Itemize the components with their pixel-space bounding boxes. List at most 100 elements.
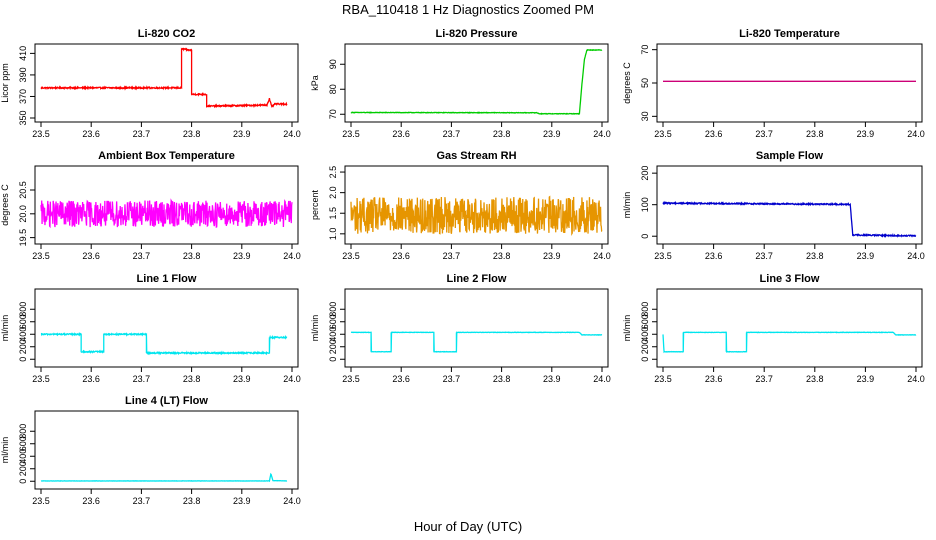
x-tick-label: 23.7 bbox=[755, 251, 773, 261]
x-tick-label: 23.6 bbox=[82, 496, 100, 506]
x-tick-label: 23.6 bbox=[82, 129, 100, 139]
series-line bbox=[40, 198, 293, 229]
x-tick-label: 23.8 bbox=[493, 374, 511, 384]
y-tick-label: 1.0 bbox=[328, 228, 338, 241]
x-tick-label: 23.5 bbox=[342, 251, 360, 261]
plot-frame bbox=[344, 165, 609, 245]
y-tick-label: 90 bbox=[328, 59, 338, 69]
x-tick-label: 23.8 bbox=[806, 129, 824, 139]
x-tick-label: 24.0 bbox=[593, 129, 611, 139]
panel-7: Line 1 Flow ml/min 23.5 23.6 23.7 23.8 23.9 24.… bbox=[0, 273, 301, 384]
plot-frame bbox=[344, 288, 609, 368]
x-tick-label: 23.7 bbox=[755, 129, 773, 139]
series-line bbox=[662, 331, 917, 354]
y-tick-label: 2.5 bbox=[328, 166, 338, 179]
y-tick-label: 30 bbox=[640, 111, 650, 121]
x-tick-label: 23.5 bbox=[32, 374, 50, 384]
y-tick-label: 600 bbox=[328, 314, 338, 329]
x-tick-label: 23.7 bbox=[755, 374, 773, 384]
x-tick-label: 23.6 bbox=[705, 251, 723, 261]
x-tick-label: 24.0 bbox=[283, 251, 301, 261]
x-tick-label: 24.0 bbox=[907, 251, 925, 261]
y-tick-label: 400 bbox=[640, 327, 650, 342]
x-tick-label: 23.5 bbox=[654, 251, 672, 261]
y-axis-label: degrees C bbox=[0, 184, 10, 226]
x-tick-label: 23.9 bbox=[233, 129, 251, 139]
x-tick-label: 23.9 bbox=[857, 374, 875, 384]
series-line bbox=[350, 331, 603, 353]
x-tick-label: 23.5 bbox=[342, 374, 360, 384]
y-tick-label: 0 bbox=[328, 357, 338, 362]
x-tick-label: 23.7 bbox=[443, 251, 461, 261]
x-tick-label: 23.8 bbox=[806, 374, 824, 384]
plot-frame bbox=[656, 165, 923, 245]
x-tick-label: 23.7 bbox=[133, 374, 151, 384]
panel-title: Li-820 Temperature bbox=[739, 28, 840, 40]
x-tick-label: 23.8 bbox=[183, 374, 201, 384]
y-tick-label: 0 bbox=[640, 234, 650, 239]
x-tick-label: 23.8 bbox=[806, 251, 824, 261]
panel-title: Sample Flow bbox=[756, 150, 824, 162]
y-tick-label: 80 bbox=[328, 84, 338, 94]
x-tick-label: 23.5 bbox=[32, 129, 50, 139]
x-tick-label: 24.0 bbox=[907, 374, 925, 384]
x-tick-label: 23.9 bbox=[543, 374, 561, 384]
series-line bbox=[350, 195, 603, 237]
x-tick-label: 24.0 bbox=[283, 129, 301, 139]
x-tick-label: 23.6 bbox=[705, 129, 723, 139]
x-tick-label: 23.7 bbox=[133, 496, 151, 506]
x-tick-label: 23.5 bbox=[32, 496, 50, 506]
y-tick-label: 800 bbox=[640, 302, 650, 317]
plot-frame bbox=[34, 43, 299, 123]
y-tick-label: 200 bbox=[328, 339, 338, 354]
x-tick-label: 23.8 bbox=[493, 251, 511, 261]
y-axis-label: ml/min bbox=[622, 315, 632, 342]
panel-8: Line 2 Flow ml/min 23.5 23.6 23.7 23.8 23.9 24.… bbox=[310, 273, 611, 384]
x-tick-label: 23.5 bbox=[654, 129, 672, 139]
y-tick-label: 800 bbox=[328, 302, 338, 317]
plot-frame bbox=[656, 43, 923, 123]
panel-title: Li-820 CO2 bbox=[138, 28, 195, 40]
x-tick-label: 23.5 bbox=[32, 251, 50, 261]
x-tick-label: 23.5 bbox=[654, 374, 672, 384]
x-tick-label: 23.8 bbox=[183, 251, 201, 261]
x-tick-label: 23.8 bbox=[183, 129, 201, 139]
y-tick-label: 800 bbox=[18, 302, 28, 317]
panel-2: Li-820 Pressure kPa 23.5 23.6 23.7 23.8 23.9 24… bbox=[310, 28, 611, 139]
x-tick-label: 23.6 bbox=[705, 374, 723, 384]
y-axis-label: ml/min bbox=[0, 437, 10, 464]
y-tick-label: 400 bbox=[18, 449, 28, 464]
y-axis-label: percent bbox=[310, 189, 320, 220]
x-tick-label: 23.8 bbox=[183, 496, 201, 506]
figure-title: RBA_110418 1 Hz Diagnostics Zoomed PM bbox=[342, 2, 594, 17]
panel-9: Line 3 Flow ml/min 23.5 23.6 23.7 23.8 23.9 24.… bbox=[622, 273, 925, 384]
plot-frame bbox=[34, 288, 299, 368]
x-tick-label: 23.5 bbox=[342, 129, 360, 139]
y-axis-label: kPa bbox=[310, 75, 320, 91]
y-axis-label: degrees C bbox=[622, 62, 632, 104]
figure-x-axis-label: Hour of Day (UTC) bbox=[414, 519, 522, 534]
panel-6: Sample Flow ml/min 23.5 23.6 23.7 23.8 23.9 24.… bbox=[622, 150, 925, 261]
y-axis-label: ml/min bbox=[622, 192, 632, 219]
x-tick-label: 24.0 bbox=[593, 374, 611, 384]
x-tick-label: 23.9 bbox=[857, 129, 875, 139]
y-tick-label: 390 bbox=[18, 67, 28, 82]
x-tick-label: 23.6 bbox=[392, 129, 410, 139]
y-tick-label: 600 bbox=[640, 314, 650, 329]
y-tick-label: 200 bbox=[640, 339, 650, 354]
series-line bbox=[40, 331, 288, 356]
x-tick-label: 23.6 bbox=[82, 251, 100, 261]
panel-10: Line 4 (LT) Flow ml/min 23.5 23.6 23.7 23.8 23… bbox=[0, 395, 301, 506]
y-tick-label: 400 bbox=[328, 327, 338, 342]
series-line bbox=[350, 48, 603, 115]
y-tick-label: 370 bbox=[18, 89, 28, 104]
y-tick-label: 70 bbox=[640, 45, 650, 55]
plot-frame bbox=[34, 165, 299, 245]
y-tick-label: 200 bbox=[18, 339, 28, 354]
panel-title: Line 3 Flow bbox=[760, 273, 820, 285]
x-tick-label: 23.6 bbox=[82, 374, 100, 384]
series-line bbox=[40, 472, 288, 483]
x-tick-label: 23.9 bbox=[857, 251, 875, 261]
y-tick-label: 70 bbox=[328, 109, 338, 119]
y-tick-label: 20.5 bbox=[18, 181, 28, 199]
